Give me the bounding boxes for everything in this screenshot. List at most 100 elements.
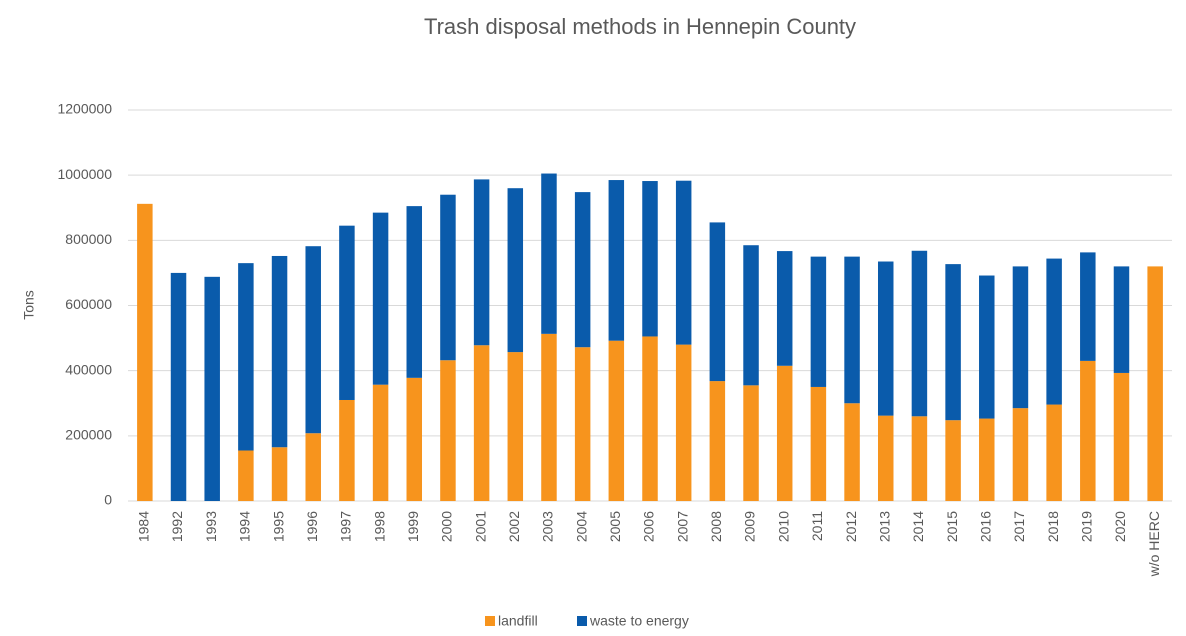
bar-segment [170, 272, 187, 501]
bar-segment [238, 450, 254, 501]
y-tick-label: 800000 [65, 231, 112, 247]
x-tick-label: 2006 [641, 511, 657, 542]
y-tick-label: 600000 [65, 296, 112, 312]
bar-segment [1080, 252, 1096, 361]
x-tick-label: 1994 [237, 511, 253, 542]
bar-segment [810, 386, 827, 501]
bar-segment [608, 180, 625, 341]
bar-segment [238, 263, 254, 451]
x-tick-label: 2013 [876, 511, 892, 542]
x-tick-label: w/o HERC [1146, 511, 1162, 577]
bar-segment [877, 415, 894, 501]
bar-segment [979, 418, 995, 501]
x-tick-label: 1995 [270, 511, 286, 542]
bar-segment [743, 385, 759, 501]
y-tick-label: 1000000 [57, 166, 112, 182]
bar-segment [440, 360, 456, 501]
bar-segment [541, 173, 557, 334]
bar-segment [642, 336, 658, 501]
bar-segment [911, 250, 928, 417]
bar-segment [844, 256, 860, 404]
x-tick-label: 2008 [708, 511, 724, 542]
bar-segment [574, 347, 591, 501]
bar-segment [642, 181, 658, 337]
bar-segment [810, 256, 827, 387]
y-tick-label: 1200000 [57, 101, 112, 117]
bar-segment [271, 255, 288, 448]
bar-segment [339, 399, 355, 501]
x-tick-label: 2004 [573, 511, 589, 542]
y-axis-label: Tons [21, 290, 37, 320]
legend-swatch [485, 616, 495, 626]
bar-segment [507, 188, 524, 353]
bar-segment [945, 420, 961, 501]
legend-label: landfill [498, 613, 538, 629]
bar-segment [305, 246, 321, 434]
x-tick-label: 2014 [910, 511, 926, 542]
x-tick-label: 2019 [1079, 511, 1095, 542]
bar-segment [877, 261, 894, 416]
x-tick-label: 1996 [304, 511, 320, 542]
bar-segment [137, 203, 153, 501]
chart-title: Trash disposal methods in Hennepin Count… [424, 14, 856, 39]
bar-segment [541, 333, 557, 501]
bar-segment [440, 194, 456, 361]
bar-segment [743, 245, 759, 386]
bar-segment [1080, 360, 1096, 501]
bar-segment [979, 275, 995, 419]
y-tick-label: 200000 [65, 427, 112, 443]
x-tick-label: 2011 [809, 511, 825, 541]
bar-segment [945, 264, 961, 421]
bar-segment [507, 352, 524, 501]
bar-segment [406, 206, 423, 378]
bar-segment [271, 447, 288, 501]
bar-segment [305, 433, 321, 501]
legend-label: waste to energy [589, 613, 689, 629]
x-tick-label: 2020 [1112, 511, 1128, 542]
bar-segment [473, 345, 490, 501]
x-tick-label: 2017 [1011, 511, 1027, 542]
bar-segment [1046, 258, 1062, 405]
x-tick-label: 2015 [944, 511, 960, 542]
x-tick-label: 2003 [540, 511, 556, 542]
bar-segment [406, 377, 423, 501]
x-tick-label: 2018 [1045, 511, 1061, 542]
x-tick-label: 2010 [775, 511, 791, 542]
legend-swatch [577, 616, 587, 626]
x-tick-label: 2009 [742, 511, 758, 542]
x-tick-label: 2012 [843, 511, 859, 542]
bar-segment [776, 365, 793, 501]
bar-segment [709, 381, 726, 501]
x-tick-label: 1993 [203, 511, 219, 542]
x-tick-label: 2005 [607, 511, 623, 542]
bar-segment [372, 212, 389, 385]
x-tick-label: 2007 [674, 511, 690, 542]
bar-segment [339, 225, 355, 400]
bar-segment [911, 416, 928, 501]
x-tick-label: 2002 [506, 511, 522, 542]
bar-segment [1113, 266, 1130, 373]
x-tick-label: 1997 [338, 511, 354, 542]
bar-segment [1012, 266, 1029, 409]
bar-segment [844, 403, 860, 501]
x-tick-label: 2000 [439, 511, 455, 542]
x-tick-label: 1999 [405, 511, 421, 542]
bar-segment [204, 276, 220, 501]
bar-segment [372, 384, 389, 501]
bar-segment [709, 222, 726, 382]
bar-segment [1147, 266, 1163, 501]
x-tick-label: 2001 [472, 511, 488, 542]
x-tick-label: 1998 [371, 511, 387, 542]
bar-segment [675, 180, 692, 345]
bar-segment [1012, 408, 1029, 501]
bar-segment [473, 179, 490, 346]
bar-segment [574, 192, 591, 348]
bar-segment [1046, 404, 1062, 501]
x-tick-label: 1992 [169, 511, 185, 542]
x-tick-label: 1984 [136, 511, 152, 542]
bar-segment [608, 340, 625, 501]
bar-segment [776, 251, 793, 366]
bar-segment [1113, 372, 1130, 501]
x-tick-label: 2016 [977, 511, 993, 542]
